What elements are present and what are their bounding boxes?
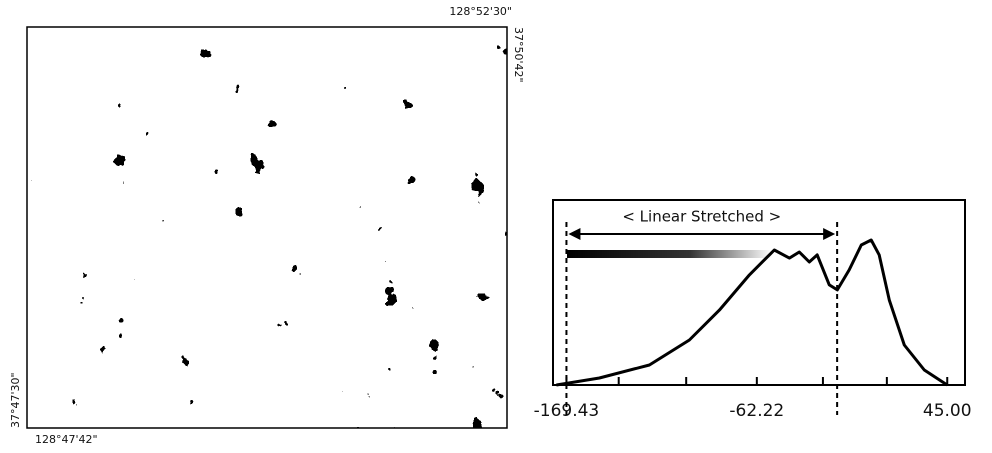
x-tick-label: 45.00 xyxy=(923,401,972,421)
histogram-curve xyxy=(556,238,949,387)
annotation: < Linear Stretched > xyxy=(622,208,781,226)
satellite-image xyxy=(27,27,507,428)
stretch-gradient xyxy=(567,250,772,258)
coordinate-label: 37°50'42" xyxy=(512,27,525,83)
plot-frame xyxy=(552,199,966,386)
coordinate-label: 37°47'30" xyxy=(9,372,22,428)
image-frame xyxy=(26,26,508,429)
coordinate-label: 128°47'42" xyxy=(35,433,98,446)
coordinate-label: 128°52'30" xyxy=(449,5,512,18)
x-tick-label: -62.22 xyxy=(729,401,784,421)
